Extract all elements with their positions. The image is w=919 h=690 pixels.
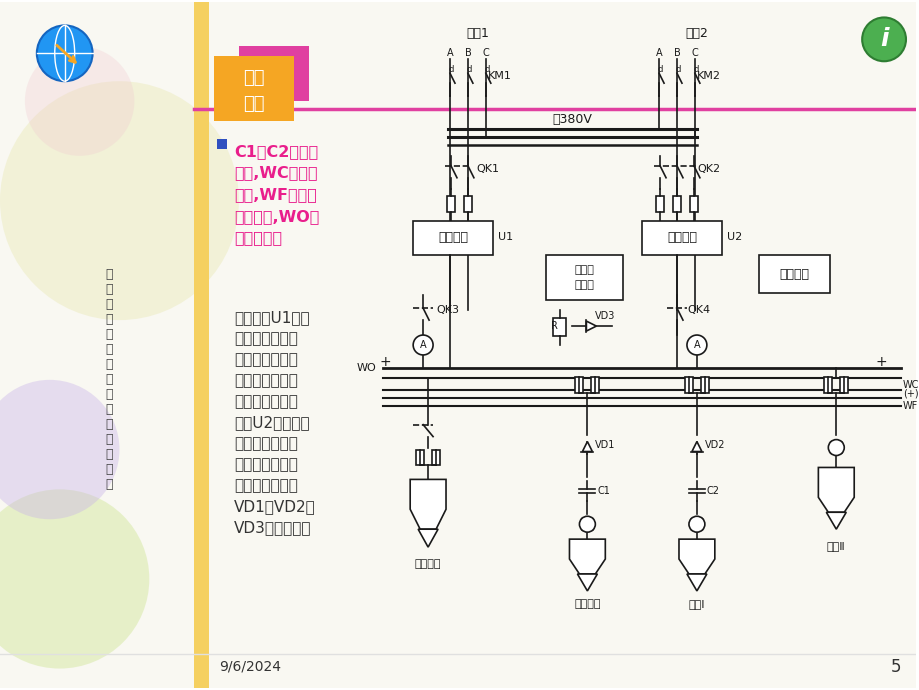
Circle shape <box>37 26 93 81</box>
Text: B: B <box>464 48 471 58</box>
Text: VD1: VD1 <box>595 440 615 450</box>
FancyBboxPatch shape <box>673 196 680 212</box>
Polygon shape <box>691 442 701 451</box>
Text: 硅整流器: 硅整流器 <box>666 231 697 244</box>
Circle shape <box>0 380 119 520</box>
Polygon shape <box>569 539 605 574</box>
Text: A: A <box>419 340 426 350</box>
FancyBboxPatch shape <box>217 139 227 149</box>
Text: 工厂: 工厂 <box>243 69 265 87</box>
Polygon shape <box>410 480 446 529</box>
Text: (+): (+) <box>902 388 917 399</box>
Text: QK2: QK2 <box>697 164 720 174</box>
FancyBboxPatch shape <box>463 196 471 212</box>
Text: d: d <box>448 65 453 74</box>
Text: 合闸回路: 合闸回路 <box>414 559 441 569</box>
Text: QK1: QK1 <box>475 164 498 174</box>
FancyBboxPatch shape <box>655 196 664 212</box>
Text: d: d <box>693 65 698 74</box>
Circle shape <box>413 335 433 355</box>
Text: B: B <box>673 48 680 58</box>
Text: 电源2: 电源2 <box>685 27 708 40</box>
FancyBboxPatch shape <box>685 377 692 393</box>
FancyBboxPatch shape <box>823 377 832 393</box>
Polygon shape <box>418 529 437 547</box>
Text: 硅整流器: 硅整流器 <box>437 231 468 244</box>
Text: 闪光装置: 闪光装置 <box>778 268 809 281</box>
Text: A: A <box>655 48 662 58</box>
FancyBboxPatch shape <box>432 450 439 466</box>
FancyBboxPatch shape <box>839 377 847 393</box>
FancyBboxPatch shape <box>591 377 598 393</box>
Text: d: d <box>466 65 471 74</box>
Text: +: + <box>379 355 391 369</box>
Text: C: C <box>691 48 698 58</box>
Text: 电源1: 电源1 <box>466 27 489 40</box>
Text: +: + <box>874 355 886 369</box>
FancyBboxPatch shape <box>214 57 293 121</box>
Polygon shape <box>577 574 596 591</box>
Text: 保护Ⅰ: 保护Ⅰ <box>688 599 704 609</box>
Text: 供电: 供电 <box>243 95 265 113</box>
Polygon shape <box>686 574 706 591</box>
FancyBboxPatch shape <box>413 221 493 255</box>
FancyBboxPatch shape <box>239 46 308 101</box>
Text: QK3: QK3 <box>436 305 459 315</box>
Text: A: A <box>693 340 699 350</box>
Text: VD2: VD2 <box>704 440 724 450</box>
Circle shape <box>0 81 239 320</box>
Text: d: d <box>657 65 662 74</box>
Text: WO: WO <box>357 363 376 373</box>
Polygon shape <box>825 512 845 529</box>
Text: KM1: KM1 <box>487 71 511 81</box>
Text: WF: WF <box>902 401 917 411</box>
Polygon shape <box>678 539 714 574</box>
Text: i: i <box>879 28 888 51</box>
Text: 9/6/2024: 9/6/2024 <box>219 660 280 673</box>
FancyBboxPatch shape <box>641 221 721 255</box>
Circle shape <box>25 46 134 156</box>
Text: 5: 5 <box>890 658 901 676</box>
Text: U1: U1 <box>497 233 513 242</box>
Text: WC: WC <box>902 380 918 390</box>
Text: VD3: VD3 <box>595 311 615 321</box>
Text: A: A <box>447 48 453 58</box>
FancyBboxPatch shape <box>447 196 455 212</box>
Polygon shape <box>194 1 209 689</box>
Text: C2: C2 <box>706 486 719 496</box>
Circle shape <box>579 516 595 532</box>
Circle shape <box>827 440 844 455</box>
Text: 信号回路: 信号回路 <box>573 599 600 609</box>
Text: C1、C2储能电
容器,WC控制小
母线,WF闪光信
号小母线,WO合
闸小母线。: C1、C2储能电 容器,WC控制小 母线,WF闪光信 号小母线,WO合 闸小母线… <box>233 144 319 245</box>
Text: d: d <box>675 65 680 74</box>
FancyBboxPatch shape <box>700 377 708 393</box>
FancyBboxPatch shape <box>552 318 566 336</box>
Text: KM2: KM2 <box>697 71 720 81</box>
FancyBboxPatch shape <box>545 255 622 300</box>
Text: QK4: QK4 <box>686 305 709 315</box>
Text: 河
北
机
电
职
业
技
术
学
院
电
气
工
程
系: 河 北 机 电 职 业 技 术 学 院 电 气 工 程 系 <box>106 268 113 491</box>
Text: R: R <box>550 321 557 331</box>
Polygon shape <box>585 321 596 331</box>
Text: 硅整流器U1主要
用作断路器合闸
电源，并可向控
制、信号和保护
回路供电。硅整
流器U2的容量较
小，仅向控制、
信号和保护回路
供电（由二极管
VD1、VD: 硅整流器U1主要 用作断路器合闸 电源，并可向控 制、信号和保护 回路供电。硅整… <box>233 310 315 535</box>
Text: d: d <box>483 65 489 74</box>
Text: ～380V: ～380V <box>552 112 592 126</box>
Text: C1: C1 <box>596 486 609 496</box>
Text: 视装置: 视装置 <box>573 280 594 290</box>
Text: 绝缘监: 绝缘监 <box>573 266 594 275</box>
Circle shape <box>861 17 905 61</box>
Text: U2: U2 <box>726 233 742 242</box>
Text: 保护Ⅱ: 保护Ⅱ <box>826 541 845 551</box>
FancyBboxPatch shape <box>415 450 424 466</box>
FancyBboxPatch shape <box>758 255 830 293</box>
Circle shape <box>688 516 704 532</box>
Circle shape <box>686 335 706 355</box>
Polygon shape <box>582 442 592 451</box>
FancyBboxPatch shape <box>574 377 583 393</box>
Circle shape <box>0 489 149 669</box>
Text: C: C <box>482 48 489 58</box>
FancyBboxPatch shape <box>689 196 698 212</box>
Polygon shape <box>818 467 853 512</box>
